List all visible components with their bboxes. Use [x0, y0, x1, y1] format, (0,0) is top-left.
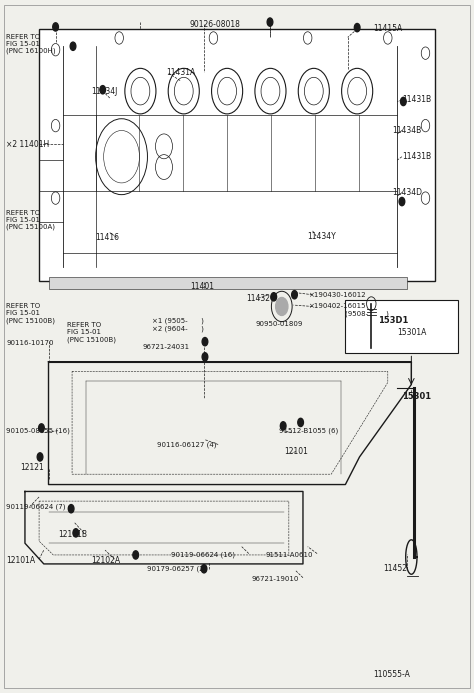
Text: ×2 (9604-      ): ×2 (9604- ) [152, 326, 204, 333]
Text: 90126-08018: 90126-08018 [190, 19, 241, 28]
Circle shape [73, 529, 79, 537]
Text: 12101A: 12101A [6, 556, 35, 565]
Text: REFER TO
FIG 15-01
(PNC 15100B): REFER TO FIG 15-01 (PNC 15100B) [67, 322, 116, 343]
Text: 15301: 15301 [402, 392, 431, 401]
Text: 11401: 11401 [190, 282, 214, 291]
Text: 110555-A: 110555-A [374, 670, 410, 679]
Circle shape [355, 24, 360, 32]
Text: 11431B: 11431B [402, 152, 431, 161]
Text: 90179-06257 (2): 90179-06257 (2) [147, 565, 207, 572]
Text: 11434B: 11434B [392, 126, 422, 135]
Text: 90119-06624 (16): 90119-06624 (16) [171, 552, 235, 558]
Text: 11431B: 11431B [402, 95, 431, 104]
Circle shape [68, 505, 74, 513]
Circle shape [37, 453, 43, 461]
Circle shape [276, 297, 288, 315]
Text: REFER TO
FIG 15-01
(PNC 15100A): REFER TO FIG 15-01 (PNC 15100A) [6, 210, 55, 231]
Circle shape [100, 86, 106, 94]
Text: 11452: 11452 [383, 564, 407, 573]
Text: REFER TO
FIG 15-01
(PNC 15100B): REFER TO FIG 15-01 (PNC 15100B) [6, 303, 55, 324]
Circle shape [53, 23, 58, 31]
Circle shape [70, 42, 76, 51]
Text: 11434Y: 11434Y [308, 231, 337, 240]
Circle shape [401, 97, 406, 105]
Circle shape [271, 292, 277, 301]
Text: 15301A: 15301A [397, 328, 427, 337]
Text: 12102A: 12102A [91, 556, 120, 565]
Circle shape [133, 551, 138, 559]
Text: (9508-        ): (9508- ) [346, 310, 389, 317]
Text: 90116-10170: 90116-10170 [6, 340, 54, 346]
Text: 11432C: 11432C [246, 294, 276, 303]
Bar [39, 29, 435, 281]
Circle shape [201, 565, 207, 573]
Circle shape [38, 424, 44, 432]
Text: ×2 11401H: ×2 11401H [6, 140, 49, 149]
Circle shape [280, 422, 286, 430]
Text: 90119-06624 (7): 90119-06624 (7) [6, 503, 65, 510]
Text: ×190430-16012: ×190430-16012 [308, 292, 365, 298]
Text: REFER TO
FIG 15-01
(PNC 16100H): REFER TO FIG 15-01 (PNC 16100H) [6, 34, 56, 55]
Text: 90116-06127 (4): 90116-06127 (4) [157, 441, 217, 448]
Text: 90105-08355 (16): 90105-08355 (16) [6, 428, 70, 434]
Circle shape [292, 290, 297, 299]
Text: 96721-24031: 96721-24031 [143, 344, 190, 349]
Circle shape [202, 353, 208, 361]
Circle shape [267, 18, 273, 26]
Text: 12101: 12101 [284, 447, 308, 456]
Text: 96721-19010: 96721-19010 [251, 576, 299, 582]
Text: ×190402-16015: ×190402-16015 [308, 304, 365, 310]
Text: ×1 (9505-      ): ×1 (9505- ) [152, 317, 204, 324]
Bar [346, 299, 458, 353]
Text: 11431A: 11431A [166, 68, 196, 77]
Text: 153D1: 153D1 [378, 316, 409, 325]
Text: 11415A: 11415A [374, 24, 403, 33]
Text: 12121: 12121 [20, 463, 44, 472]
Text: 11434J: 11434J [91, 87, 117, 96]
Text: 91511-A0610: 91511-A0610 [265, 552, 313, 558]
Circle shape [202, 337, 208, 346]
Circle shape [399, 198, 405, 206]
Text: 11434D: 11434D [392, 188, 422, 197]
Circle shape [298, 419, 303, 427]
Text: 12101B: 12101B [58, 529, 87, 538]
Text: 11416: 11416 [96, 233, 119, 242]
Text: 90950-01809: 90950-01809 [256, 322, 303, 327]
Bar [48, 277, 407, 288]
Text: 91512-B1055 (6): 91512-B1055 (6) [279, 428, 338, 434]
